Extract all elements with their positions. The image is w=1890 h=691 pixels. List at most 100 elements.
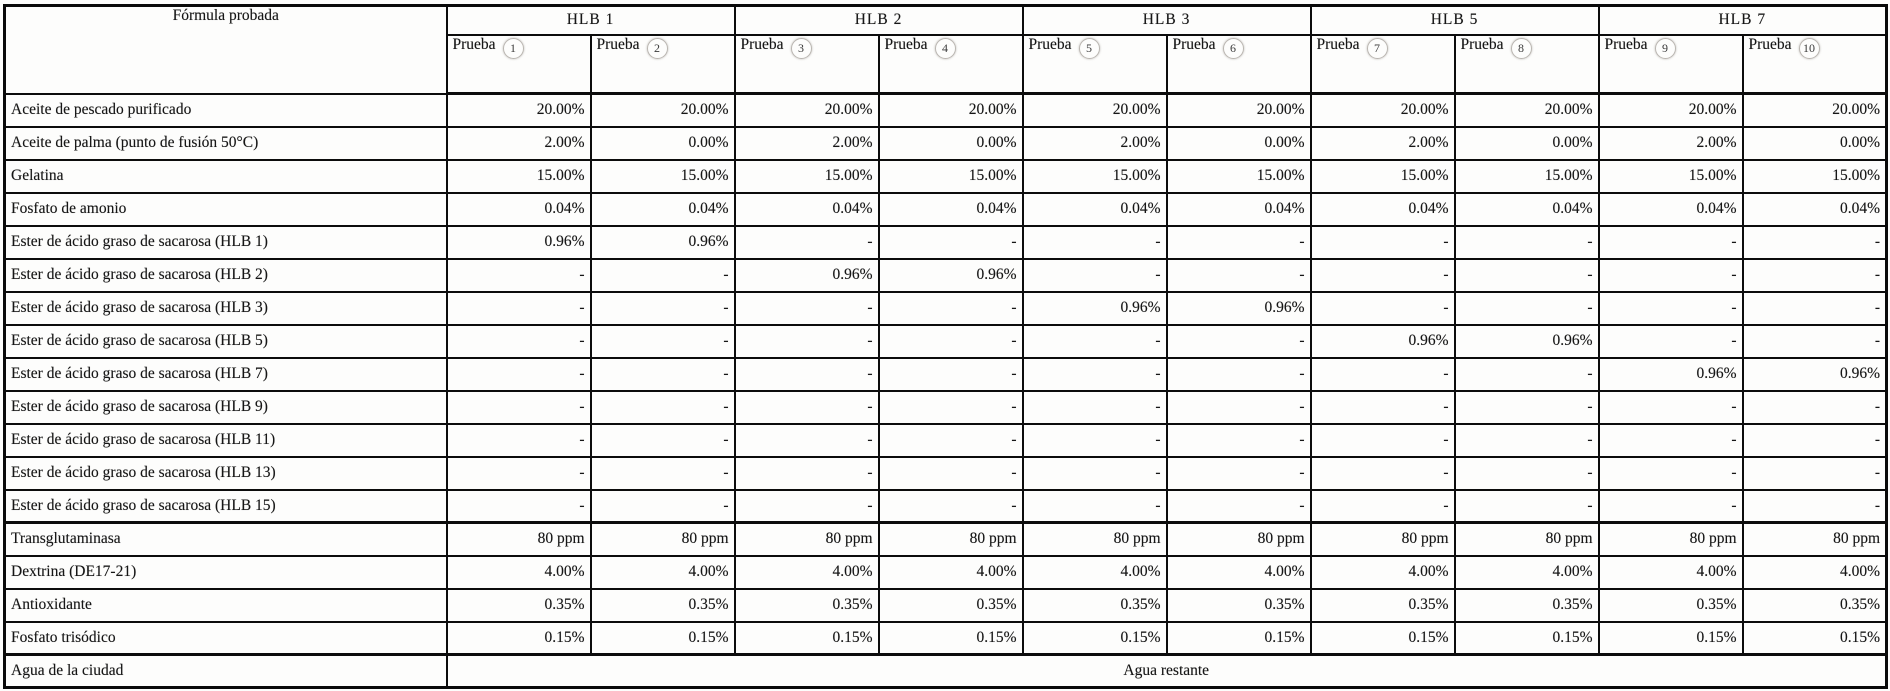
value-cell: 15.00% — [733, 158, 880, 194]
trial-number-badge: 10 — [1798, 37, 1820, 59]
value-cell: - — [733, 422, 880, 458]
value-cell: 2.00% — [1309, 125, 1456, 161]
group-header-hlb: HLB 2 — [733, 4, 1024, 36]
trial-header: Prueba 7 — [1309, 33, 1456, 95]
table-row: Ester de ácido graso de sacarosa (HLB 13… — [3, 455, 1888, 491]
value-cell: - — [1741, 455, 1888, 491]
table-row: Ester de ácido graso de sacarosa (HLB 15… — [3, 488, 1888, 524]
value-cell: - — [733, 290, 880, 326]
value-cell: - — [1597, 422, 1744, 458]
value-cell: - — [1165, 389, 1312, 425]
row-label-cell: Ester de ácido graso de sacarosa (HLB 15… — [3, 488, 448, 524]
value-cell: 0.15% — [1021, 620, 1168, 656]
value-cell: - — [733, 356, 880, 392]
value-cell: - — [1453, 224, 1600, 260]
value-cell: 4.00% — [1741, 554, 1888, 590]
value-cell: 0.96% — [1309, 323, 1456, 359]
trial-number-badge: 7 — [1366, 37, 1388, 59]
value-cell: - — [1597, 455, 1744, 491]
value-cell: - — [1741, 224, 1888, 260]
value-cell: - — [1165, 323, 1312, 359]
value-cell: 20.00% — [1597, 92, 1744, 128]
value-cell: - — [1165, 422, 1312, 458]
table-row: Aceite de palma (punto de fusión 50°C) 2.… — [3, 125, 1888, 161]
value-cell: - — [1741, 422, 1888, 458]
value-cell: 15.00% — [1021, 158, 1168, 194]
table-row: Ester de ácido graso de sacarosa (HLB 3)… — [3, 290, 1888, 326]
value-cell: - — [1309, 356, 1456, 392]
value-cell: - — [445, 422, 592, 458]
value-cell: - — [733, 323, 880, 359]
value-cell: 20.00% — [1165, 92, 1312, 128]
row-label-cell: Ester de ácido graso de sacarosa (HLB 9) — [3, 389, 448, 425]
value-cell: 4.00% — [1165, 554, 1312, 590]
value-cell: - — [1021, 257, 1168, 293]
trial-header-label: Prueba — [452, 35, 496, 53]
table-row: Ester de ácido graso de sacarosa (HLB 1)… — [3, 224, 1888, 260]
value-cell: 4.00% — [445, 554, 592, 590]
trial-header: Prueba 3 — [733, 33, 880, 95]
value-cell: 4.00% — [589, 554, 736, 590]
value-cell: - — [1597, 389, 1744, 425]
value-cell: - — [1453, 290, 1600, 326]
value-cell: 0.35% — [589, 587, 736, 623]
value-cell: 0.00% — [1165, 125, 1312, 161]
table-row: Aceite de pescado purificado 20.00% 20.00%… — [3, 92, 1888, 128]
trial-header-label: Prueba — [596, 35, 640, 53]
value-cell: - — [1453, 455, 1600, 491]
value-cell: - — [1165, 488, 1312, 524]
value-cell: - — [589, 356, 736, 392]
value-cell: 4.00% — [1309, 554, 1456, 590]
value-cell: - — [589, 488, 736, 524]
value-cell: 0.00% — [877, 125, 1024, 161]
value-cell: - — [1741, 257, 1888, 293]
row-label-cell: Agua de la ciudad — [3, 653, 448, 689]
value-cell: - — [1021, 323, 1168, 359]
value-cell: 0.04% — [1309, 191, 1456, 227]
value-cell: 0.35% — [1021, 587, 1168, 623]
value-cell: 15.00% — [1165, 158, 1312, 194]
value-cell: 0.96% — [1453, 323, 1600, 359]
value-cell: 2.00% — [733, 125, 880, 161]
value-cell: - — [445, 257, 592, 293]
table-row: Antioxidante 0.35% 0.35% 0.35% 0.35% 0.35% 0.3… — [3, 587, 1888, 623]
trial-header: Prueba 6 — [1165, 33, 1312, 95]
trial-number-badge: 3 — [790, 37, 812, 59]
trial-header: Prueba 10 — [1741, 33, 1888, 95]
value-cell: - — [1597, 257, 1744, 293]
value-cell: 4.00% — [1021, 554, 1168, 590]
value-cell: - — [1453, 488, 1600, 524]
row-label-cell: Fosfato trisódico — [3, 620, 448, 656]
value-cell: 0.15% — [1597, 620, 1744, 656]
value-cell: - — [1597, 323, 1744, 359]
table-row: Ester de ácido graso de sacarosa (HLB 2)… — [3, 257, 1888, 293]
value-cell: - — [1597, 224, 1744, 260]
value-cell: 80 ppm — [1165, 521, 1312, 557]
value-cell: - — [877, 323, 1024, 359]
value-cell: 0.00% — [589, 125, 736, 161]
value-cell: 0.96% — [733, 257, 880, 293]
value-cell: - — [445, 323, 592, 359]
value-cell: 0.35% — [1165, 587, 1312, 623]
value-cell: 20.00% — [877, 92, 1024, 128]
value-cell: 4.00% — [877, 554, 1024, 590]
row-label-cell: Ester de ácido graso de sacarosa (HLB 3) — [3, 290, 448, 326]
value-cell: 0.96% — [445, 224, 592, 260]
value-cell: 0.35% — [1453, 587, 1600, 623]
trial-header-label: Prueba — [1460, 35, 1504, 53]
trial-header-label: Prueba — [1172, 35, 1216, 53]
value-cell: 0.35% — [1597, 587, 1744, 623]
value-cell: 15.00% — [589, 158, 736, 194]
value-cell: 0.96% — [1741, 356, 1888, 392]
trial-header: Prueba 4 — [877, 33, 1024, 95]
value-cell: 4.00% — [1453, 554, 1600, 590]
value-cell: - — [1453, 356, 1600, 392]
group-header-hlb: HLB 5 — [1309, 4, 1600, 36]
value-cell: 15.00% — [1597, 158, 1744, 194]
value-cell: - — [733, 455, 880, 491]
value-cell: 0.04% — [1021, 191, 1168, 227]
value-cell: 80 ppm — [445, 521, 592, 557]
value-cell: 0.15% — [1309, 620, 1456, 656]
value-cell: - — [1309, 455, 1456, 491]
